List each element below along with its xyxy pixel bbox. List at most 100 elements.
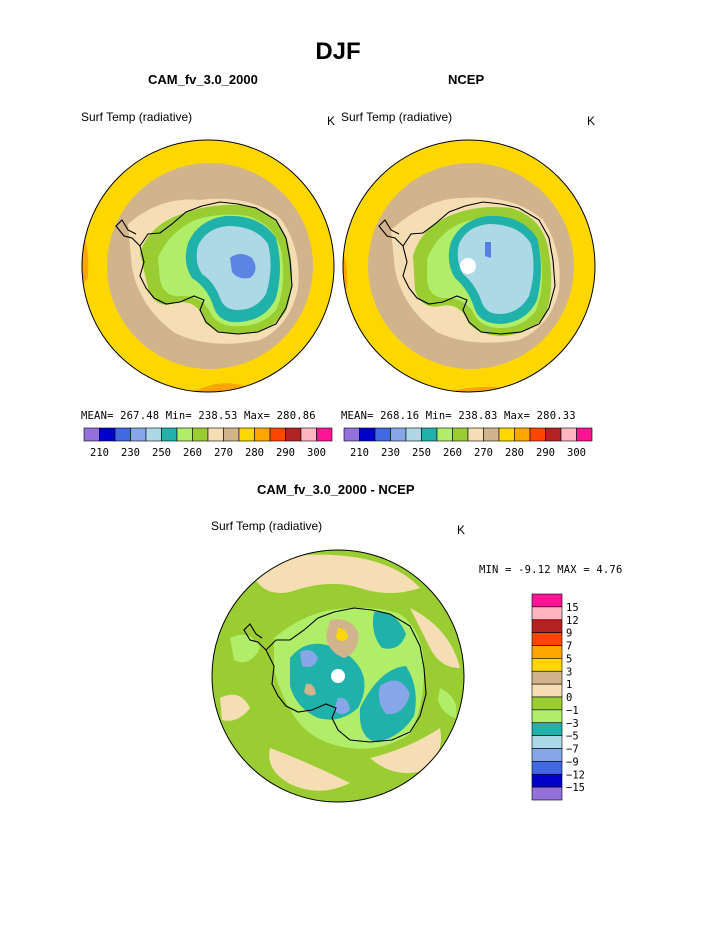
- cold-core: [485, 242, 491, 258]
- panel-2-colorbar-swatch: [545, 427, 562, 442]
- diff-colorbar-tick-label: 5: [566, 653, 572, 665]
- panel-1-colorbar: 210 230 250 260 270 280 290 300: [83, 427, 333, 459]
- panel-1-colorbar-swatch: [192, 427, 209, 442]
- panel-1-title: CAM_fv_3.0_2000: [148, 72, 258, 87]
- panel-2-colorbar-tick-label: 280: [505, 447, 524, 459]
- diff-colorbar-swatch: [531, 773, 563, 788]
- panel-2-colorbar-swatch: [560, 427, 577, 442]
- panel-1-colorbar-tick-label: 290: [276, 447, 295, 459]
- diff-warm-yellow: [336, 628, 348, 641]
- diff-cold-spot: [334, 697, 350, 714]
- diff-colorbar-swatch: [531, 658, 563, 672]
- diff-colorbar-tick-label: 15: [566, 602, 579, 614]
- diff-colorbar-swatch: [531, 632, 563, 646]
- panel-1-colorbar-swatch: [99, 427, 116, 442]
- panel-2-map: [342, 139, 596, 393]
- diff-light-cool: [438, 688, 457, 718]
- panel-2-colorbar-swatch: [343, 427, 360, 442]
- panel-2-colorbar-swatch: [405, 427, 422, 442]
- panel-2-colorbar-tick-label: 250: [412, 447, 431, 459]
- cold-core: [230, 254, 256, 279]
- panel-1-colorbar-swatch: [207, 427, 224, 442]
- panel-2-colorbar-swatch: [390, 427, 407, 442]
- diff-warm-patch: [250, 554, 420, 593]
- panel-2-colorbar-tick-label: 230: [381, 447, 400, 459]
- diff-panel-variable: Surf Temp (radiative): [211, 519, 323, 533]
- panel-2-colorbar-swatch: [483, 427, 500, 442]
- panel-2-colorbar-tick-label: 260: [443, 447, 462, 459]
- diff-colorbar-swatch: [531, 645, 563, 659]
- diff-colorbar-swatch: [531, 619, 563, 633]
- panel-1-colorbar-tick-label: 260: [183, 447, 202, 459]
- coastline: [265, 607, 427, 743]
- diff-panel-map: [211, 549, 465, 803]
- panel-2-colorbar: 210 230 250 260 270 280 290 300: [343, 427, 593, 459]
- ice-sheet-interior: [457, 224, 534, 314]
- panel-1-colorbar-swatch: [285, 427, 302, 442]
- panel-1-colorbar-swatch: [254, 427, 271, 442]
- diff-interior-cool: [373, 611, 406, 649]
- panel-2-title: NCEP: [448, 72, 485, 87]
- diff-colorbar-swatch: [531, 593, 563, 608]
- panel-2-colorbar-tick-label: 290: [536, 447, 555, 459]
- diff-colorbar-swatch: [531, 786, 563, 801]
- panel-2-colorbar-swatch: [359, 427, 376, 442]
- panel-1-colorbar-swatch: [130, 427, 147, 442]
- panel-1-colorbar-swatch: [161, 427, 178, 442]
- diff-colorbar-swatch: [531, 722, 563, 736]
- panel-2-colorbar-tick-label: 270: [474, 447, 493, 459]
- panel-1-colorbar-tick-label: 270: [214, 447, 233, 459]
- diff-colorbar-tick-label: 12: [566, 615, 579, 627]
- diff-colorbar-swatch: [531, 606, 563, 621]
- diff-colorbar-swatch: [531, 670, 563, 685]
- panel-1-stats: MEAN= 267.48 Min= 238.53 Max= 280.86: [81, 410, 316, 422]
- diff-colorbar-tick-label: −12: [566, 769, 585, 781]
- orange-patch-west: [343, 248, 348, 298]
- peninsula: [115, 219, 141, 247]
- panel-1-colorbar-swatch: [300, 427, 317, 442]
- diff-colorbar-tick-label: 3: [566, 666, 572, 678]
- panel-1-colorbar-swatch: [114, 427, 131, 442]
- diff-warm-tan: [304, 683, 316, 696]
- panel-1-colorbar-tick-label: 280: [245, 447, 264, 459]
- peninsula: [378, 219, 404, 247]
- panel-2-colorbar-swatch: [498, 427, 515, 442]
- panel-1-map: [81, 139, 335, 393]
- panel-1-variable: Surf Temp (radiative): [81, 110, 193, 124]
- panel-1-colorbar-tick-label: 210: [90, 447, 109, 459]
- panel-1-colorbar-swatch: [145, 427, 162, 442]
- diff-colorbar-tick-label: 9: [566, 628, 572, 640]
- diff-panel-title: CAM_fv_3.0_2000 - NCEP: [257, 482, 415, 497]
- missing-data-pole: [460, 258, 476, 274]
- diff-colorbar-tick-label: −5: [566, 731, 579, 743]
- diff-panel-units: K: [457, 523, 466, 537]
- panel-1-colorbar-tick-label: 230: [121, 447, 140, 459]
- coastline: [139, 201, 293, 335]
- diff-colorbar-tick-label: −3: [566, 718, 579, 730]
- diff-colorbar-swatch: [531, 735, 563, 749]
- diff-warm-patch: [269, 748, 350, 791]
- panel-2-colorbar-tick-label: 210: [350, 447, 369, 459]
- panel-2-colorbar-swatch: [374, 427, 391, 442]
- panel-2-stats: MEAN= 268.16 Min= 238.83 Max= 280.33: [341, 410, 576, 422]
- diff-colorbar-tick-label: −15: [566, 782, 585, 794]
- panel-1-colorbar-swatch: [83, 427, 100, 442]
- panel-1-colorbar-tick-label: 250: [152, 447, 171, 459]
- panel-2-colorbar-tick-label: 300: [567, 447, 586, 459]
- diff-light-cool: [230, 634, 260, 663]
- panel-1-colorbar-tick-label: 300: [307, 447, 326, 459]
- panel-1-colorbar-swatch: [176, 427, 193, 442]
- diff-warm-patch: [220, 694, 250, 721]
- panel-1-colorbar-swatch: [223, 427, 240, 442]
- figure-title: DJF: [315, 38, 361, 65]
- panel-1-colorbar-swatch: [238, 427, 255, 442]
- coastline: [402, 201, 556, 335]
- diff-colorbar-tick-label: −9: [566, 756, 579, 768]
- diff-cold-spot: [378, 680, 410, 715]
- panel-1-colorbar-swatch: [316, 427, 333, 442]
- diff-colorbar-tick-label: 1: [566, 679, 572, 691]
- panel-1-units: K: [327, 114, 336, 128]
- diff-warm-patch: [370, 728, 441, 774]
- diff-colorbar-swatch: [531, 709, 563, 724]
